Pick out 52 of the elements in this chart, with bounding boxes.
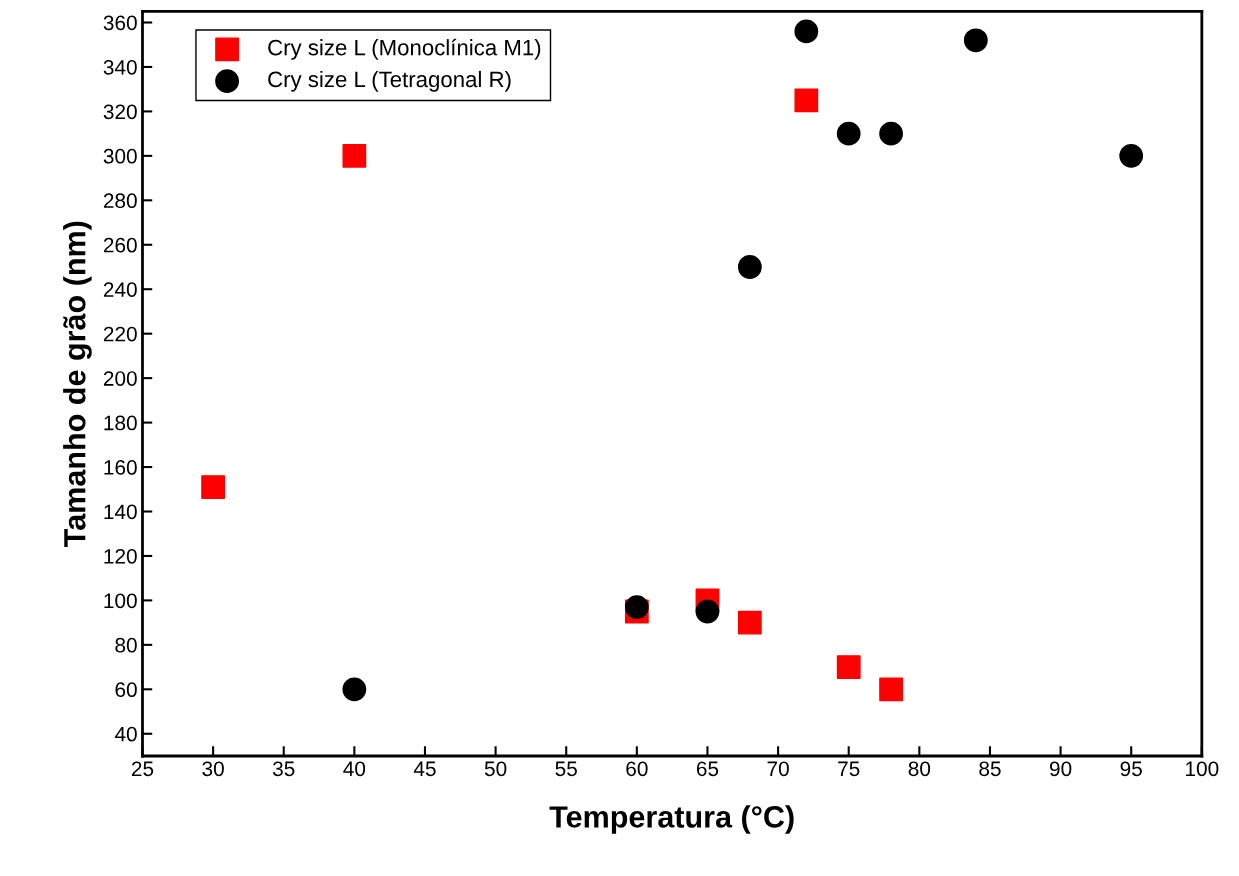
y-tick-label: 340 bbox=[103, 59, 137, 75]
point bbox=[342, 677, 367, 702]
point bbox=[201, 475, 226, 499]
legend-label: Cry size L (Tetragonal R) bbox=[268, 70, 511, 92]
y-tick-label: 40 bbox=[114, 726, 137, 742]
y-tick-label: 120 bbox=[104, 548, 137, 564]
x-axis-title: Temperatura (°C) bbox=[549, 805, 794, 834]
x-tick-label: 80 bbox=[908, 761, 931, 777]
point bbox=[836, 121, 861, 146]
point bbox=[1119, 143, 1144, 168]
point bbox=[695, 599, 720, 624]
point bbox=[794, 88, 819, 113]
y-tick-label: 220 bbox=[103, 326, 137, 342]
y-tick-label: 240 bbox=[103, 282, 137, 297]
y-tick-label: 260 bbox=[103, 237, 137, 253]
y-tick-label: 140 bbox=[104, 504, 137, 520]
y-tick-label: 100 bbox=[104, 593, 137, 609]
x-tick-label: 65 bbox=[696, 761, 719, 777]
x-tick-label: 50 bbox=[484, 761, 507, 777]
x-tick-label: 100 bbox=[1186, 761, 1219, 777]
point bbox=[624, 595, 649, 619]
point bbox=[737, 255, 762, 279]
x-tick-label: 35 bbox=[272, 761, 295, 777]
x-tick-label: 95 bbox=[1120, 761, 1142, 777]
y-tick-label: 320 bbox=[103, 104, 137, 120]
point bbox=[794, 19, 819, 44]
point bbox=[737, 610, 762, 635]
point bbox=[879, 677, 903, 702]
y-tick-label: 60 bbox=[115, 682, 137, 698]
y-tick-label: 160 bbox=[104, 460, 137, 475]
point bbox=[879, 121, 903, 146]
point bbox=[342, 143, 367, 168]
y-tick-label: 300 bbox=[103, 148, 137, 164]
y-tick-label: 180 bbox=[104, 415, 137, 431]
x-tick-label: 85 bbox=[979, 761, 1001, 777]
y-tick-label: 280 bbox=[103, 193, 137, 209]
x-tick-label: 25 bbox=[131, 761, 154, 777]
x-tick-label: 30 bbox=[202, 761, 224, 777]
x-tick-label: 45 bbox=[413, 761, 436, 777]
y-axis-title: Tamanho de grão (nm) bbox=[63, 221, 92, 547]
y-tick-label: 200 bbox=[103, 371, 137, 386]
x-tick-label: 40 bbox=[343, 761, 366, 777]
point bbox=[963, 28, 988, 53]
x-tick-label: 55 bbox=[555, 761, 577, 777]
y-tick-label: 360 bbox=[103, 15, 137, 31]
x-tick-label: 70 bbox=[767, 761, 789, 777]
point bbox=[836, 655, 861, 679]
x-tick-label: 90 bbox=[1049, 761, 1072, 777]
legend-label: Cry size L (Monoclínica M1) bbox=[268, 38, 541, 60]
x-tick-label: 60 bbox=[626, 761, 648, 777]
x-tick-label: 75 bbox=[838, 761, 860, 777]
y-tick-label: 80 bbox=[115, 637, 137, 653]
